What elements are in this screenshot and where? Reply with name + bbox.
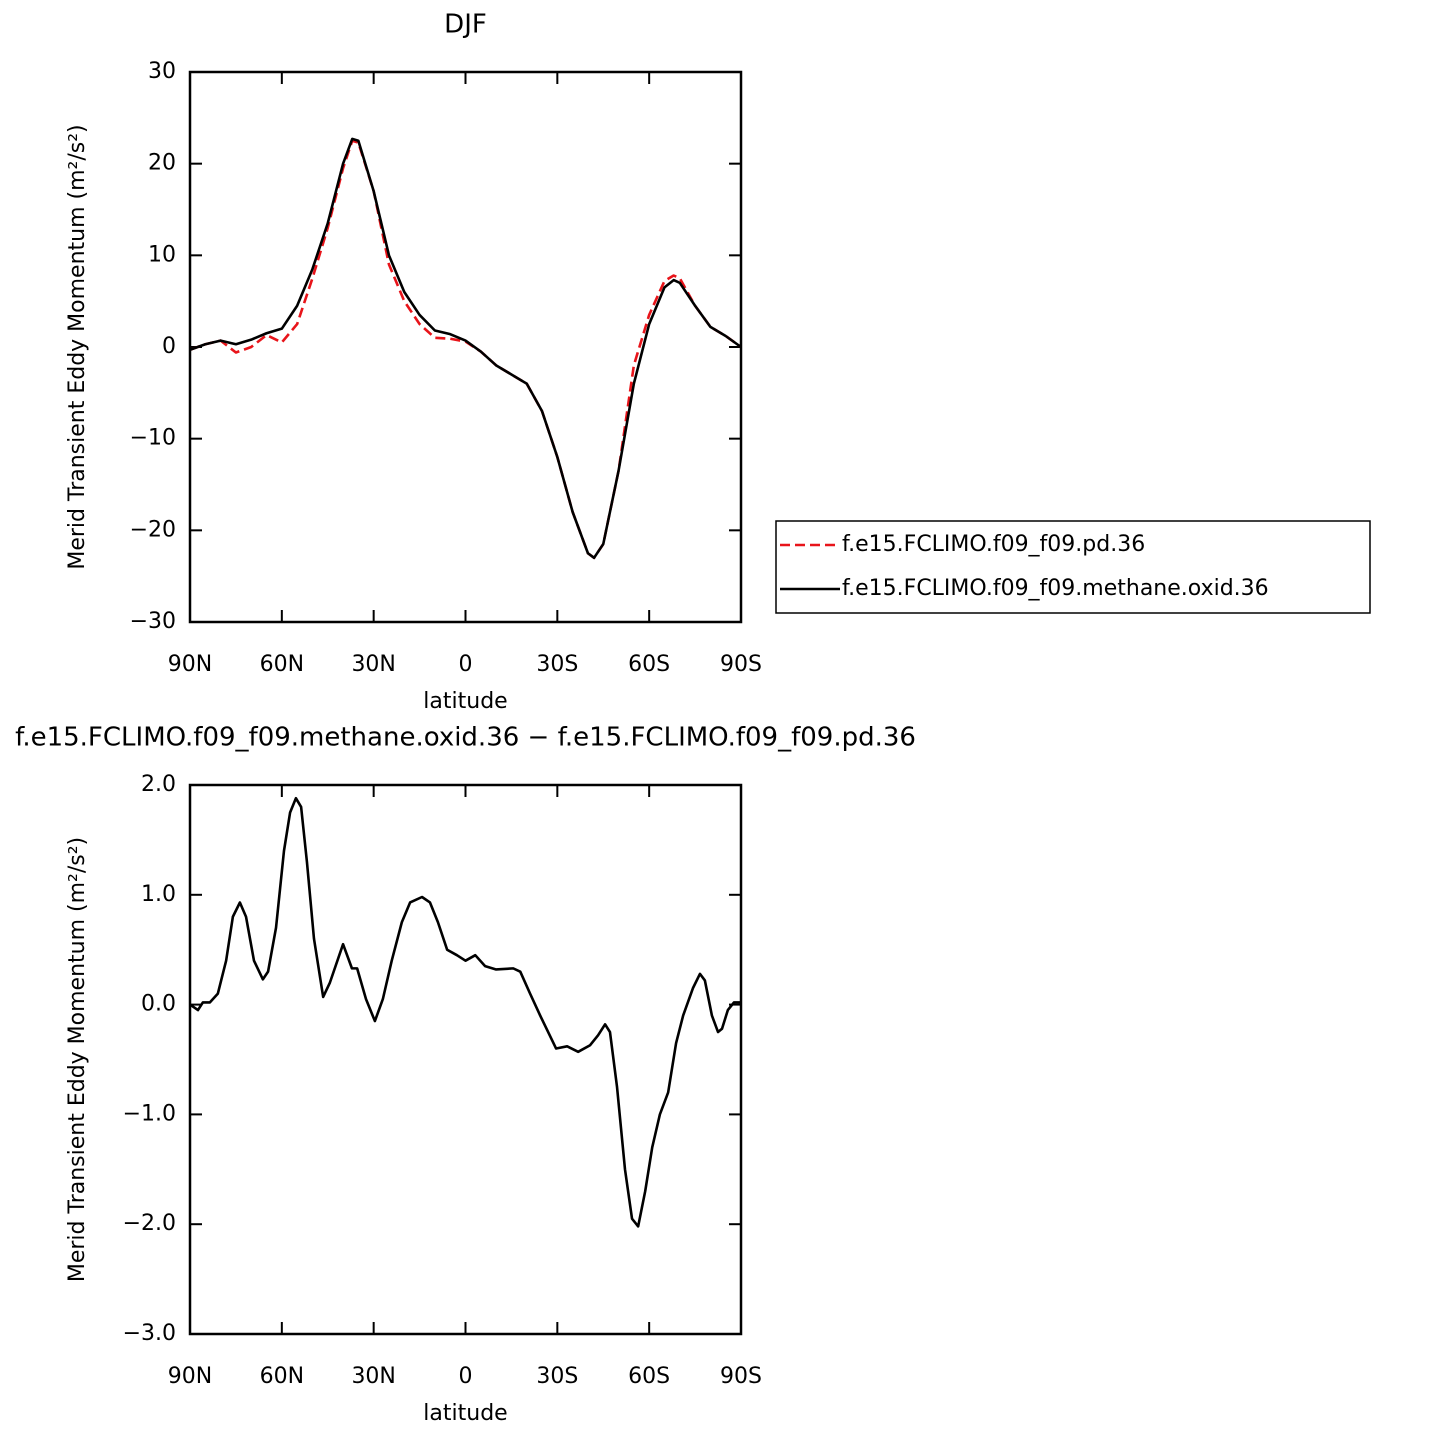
y-tick-label: −10	[130, 426, 176, 451]
x-tick-label: 30S	[536, 652, 578, 677]
series-line	[189, 139, 742, 560]
y-axis-label: Merid Transient Eddy Momentum (m²/s²)	[65, 124, 90, 569]
x-tick-label: 0	[459, 1364, 473, 1389]
y-tick-label: 10	[148, 242, 176, 267]
chart-title: DJF	[444, 10, 487, 40]
y-tick-label: −1.0	[123, 1101, 176, 1126]
x-tick-label: 90S	[720, 652, 762, 677]
y-tick-label: 0	[162, 334, 176, 359]
y-tick-label: −30	[130, 609, 176, 634]
y-axis-label: Merid Transient Eddy Momentum (m²/s²)	[65, 837, 90, 1282]
x-tick-label: 30N	[351, 1364, 395, 1389]
plot-frame	[188, 70, 743, 624]
x-tick-label: 60N	[260, 652, 304, 677]
y-tick-label: 0.0	[141, 992, 176, 1017]
y-tick-label: 2.0	[141, 772, 176, 797]
chart-title: f.e15.FCLIMO.f09_f09.methane.oxid.36 − f…	[15, 723, 916, 753]
y-tick-label: −20	[130, 517, 176, 542]
y-tick-label: −3.0	[123, 1321, 176, 1346]
x-tick-label: 60N	[260, 1364, 304, 1389]
y-tick-label: 20	[148, 151, 176, 176]
x-tick-label: 90N	[168, 652, 212, 677]
series-line	[189, 796, 741, 1228]
x-tick-label: 0	[459, 652, 473, 677]
legend-label: f.e15.FCLIMO.f09_f09.methane.oxid.36	[842, 576, 1269, 601]
y-tick-label: −2.0	[123, 1211, 176, 1236]
x-axis-label: latitude	[423, 1401, 507, 1426]
plot-frame	[188, 783, 743, 1336]
y-tick-label: 1.0	[141, 882, 176, 907]
x-tick-label: 90S	[720, 1364, 762, 1389]
y-tick-label: 30	[148, 59, 176, 84]
x-tick-label: 60S	[628, 652, 670, 677]
x-axis-label: latitude	[423, 689, 507, 714]
series-line	[189, 137, 742, 560]
legend-box	[775, 520, 1371, 614]
x-tick-label: 90N	[168, 1364, 212, 1389]
x-tick-label: 30S	[536, 1364, 578, 1389]
x-tick-label: 60S	[628, 1364, 670, 1389]
x-tick-label: 30N	[351, 652, 395, 677]
legend-label: f.e15.FCLIMO.f09_f09.pd.36	[842, 532, 1145, 557]
